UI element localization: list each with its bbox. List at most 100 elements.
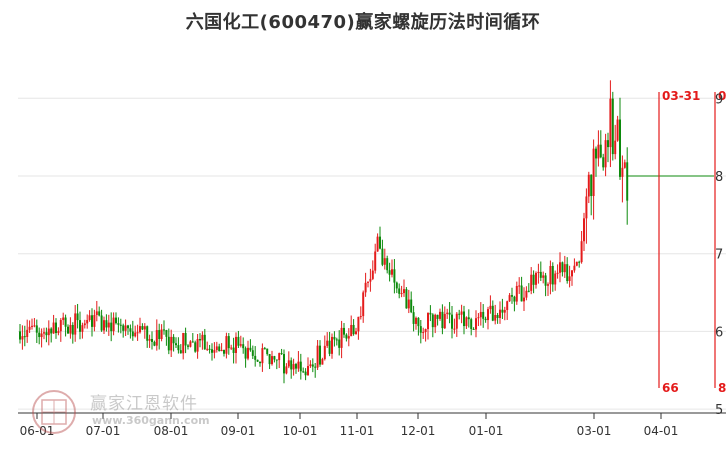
candle bbox=[371, 260, 374, 281]
candle bbox=[326, 332, 329, 348]
candle bbox=[499, 301, 501, 324]
candle bbox=[619, 97, 621, 180]
candle bbox=[170, 329, 173, 358]
candle bbox=[535, 271, 537, 289]
candle bbox=[76, 303, 79, 329]
candle bbox=[179, 344, 182, 354]
candle bbox=[218, 343, 221, 352]
candle bbox=[503, 306, 506, 321]
candle bbox=[501, 298, 504, 320]
candle bbox=[561, 261, 564, 277]
candle bbox=[623, 159, 626, 169]
candle bbox=[431, 313, 434, 338]
candle bbox=[611, 91, 614, 161]
candle bbox=[302, 367, 305, 373]
candle bbox=[383, 248, 386, 270]
candle bbox=[391, 259, 393, 278]
y-tick-label: 5 bbox=[715, 403, 723, 418]
candle bbox=[35, 319, 38, 344]
candle bbox=[347, 328, 350, 347]
candle bbox=[331, 333, 333, 359]
candle bbox=[287, 351, 290, 369]
candle bbox=[74, 305, 77, 342]
candle bbox=[131, 320, 134, 341]
candle bbox=[40, 328, 43, 348]
x-tick-label: 10-01 bbox=[283, 424, 318, 438]
candle bbox=[86, 314, 89, 329]
candle bbox=[263, 346, 266, 350]
candle bbox=[530, 267, 533, 295]
candle bbox=[595, 146, 597, 177]
candle bbox=[434, 313, 437, 334]
candle bbox=[494, 304, 497, 325]
candle bbox=[604, 133, 607, 177]
candle bbox=[105, 314, 108, 332]
y-tick-label: 7 bbox=[715, 248, 723, 263]
candle bbox=[213, 342, 216, 359]
candle bbox=[357, 316, 360, 340]
candle bbox=[148, 334, 151, 348]
candle bbox=[580, 230, 583, 264]
candle bbox=[175, 337, 177, 348]
candle bbox=[271, 350, 273, 366]
cycle-line-top-label: 0 bbox=[718, 89, 726, 103]
candle bbox=[467, 309, 470, 328]
candle bbox=[554, 270, 557, 291]
candle bbox=[429, 305, 432, 322]
candle bbox=[323, 335, 326, 361]
y-axis-labels: 9 8 7 6 5 bbox=[715, 92, 723, 418]
candle bbox=[475, 310, 477, 338]
candle bbox=[345, 333, 348, 342]
candle bbox=[309, 360, 312, 368]
candle bbox=[167, 328, 170, 355]
candle bbox=[412, 305, 415, 332]
candle bbox=[23, 325, 26, 347]
candle bbox=[160, 324, 163, 342]
candle bbox=[415, 316, 417, 330]
candle bbox=[578, 260, 581, 268]
candle bbox=[31, 318, 33, 330]
candle bbox=[117, 317, 120, 333]
candle bbox=[602, 153, 605, 171]
candle bbox=[563, 255, 566, 278]
candle bbox=[153, 340, 156, 347]
candle bbox=[455, 312, 458, 337]
candle bbox=[537, 263, 540, 284]
candle bbox=[314, 363, 317, 378]
candle bbox=[463, 305, 465, 335]
candle bbox=[155, 319, 158, 351]
candle bbox=[587, 171, 590, 204]
candle bbox=[67, 324, 69, 334]
candle bbox=[232, 337, 235, 364]
candle bbox=[319, 340, 321, 367]
cycle-lines: 03-31 66 0 8 bbox=[658, 89, 726, 395]
candle bbox=[484, 316, 487, 323]
candle bbox=[626, 147, 629, 225]
candle bbox=[491, 300, 494, 322]
candle bbox=[381, 239, 384, 267]
candle bbox=[369, 268, 372, 292]
candle bbox=[448, 302, 451, 324]
candle bbox=[230, 344, 233, 351]
candle bbox=[386, 255, 389, 274]
candle bbox=[225, 332, 228, 359]
candle bbox=[278, 352, 281, 369]
candle bbox=[571, 269, 573, 286]
candle bbox=[254, 346, 257, 367]
candle bbox=[367, 281, 369, 288]
candle bbox=[551, 262, 554, 292]
candle bbox=[374, 243, 377, 274]
candle bbox=[590, 174, 593, 216]
x-tick-label: 06-01 bbox=[20, 424, 55, 438]
candle bbox=[439, 308, 441, 321]
candle bbox=[189, 340, 192, 348]
candle bbox=[19, 323, 21, 344]
candle bbox=[350, 315, 353, 337]
candle bbox=[453, 318, 456, 334]
candle bbox=[83, 319, 86, 329]
candle bbox=[479, 302, 482, 326]
candle bbox=[549, 260, 552, 295]
candle bbox=[242, 337, 245, 354]
candle bbox=[395, 281, 398, 294]
candle bbox=[359, 306, 362, 320]
